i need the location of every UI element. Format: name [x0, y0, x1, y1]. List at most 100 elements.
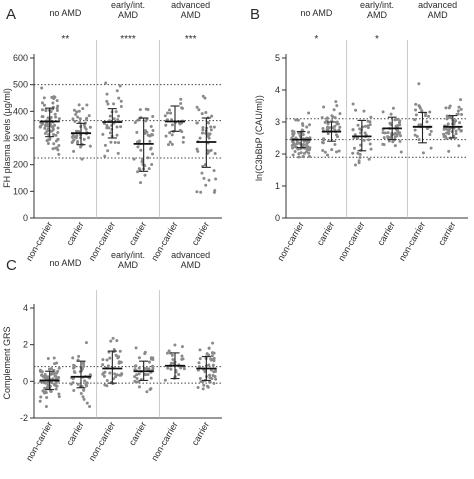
panel-a-data-point	[119, 125, 123, 129]
panel-c-data-point	[72, 366, 76, 370]
panel-c-data-point	[85, 381, 89, 385]
panel-b-x-tick-label: non-carrier	[336, 220, 366, 263]
panel-c-data-point	[82, 361, 86, 365]
panel-a-data-point	[116, 114, 120, 118]
panel-a-data-point	[165, 118, 169, 122]
panel-c-data-point	[212, 351, 216, 355]
panel-a-data-point	[88, 144, 92, 148]
panel-c-data-point	[71, 356, 75, 360]
panel-c-data-point	[46, 357, 50, 361]
panel-b-data-point	[356, 151, 360, 155]
panel-b-significance-label: *	[375, 34, 379, 45]
panel-a-data-point	[139, 181, 143, 185]
panel-b-data-point	[363, 124, 367, 128]
panel-b-data-point	[425, 127, 429, 131]
panel-c-data-point	[105, 384, 109, 388]
panel-c-data-point	[207, 346, 211, 350]
panel-b-data-point	[428, 110, 432, 114]
panel-a-data-point	[53, 112, 57, 116]
panel-b-data-point	[326, 122, 330, 126]
panel-letter-b: B	[250, 6, 260, 23]
panel-a-x-tick-label: carrier	[64, 220, 85, 247]
panel-a-significance-label: ****	[120, 34, 136, 45]
panel-a-data-point	[170, 118, 174, 122]
panel-a-data-point	[51, 101, 55, 105]
panel-c-data-point	[149, 376, 153, 380]
panel-a-data-point	[80, 157, 84, 161]
panel-a-group-label: advanced	[171, 0, 210, 10]
panel-b-data-point	[381, 110, 385, 114]
panel-c-data-point	[45, 396, 49, 400]
panel-b-data-point	[362, 109, 366, 113]
panel-a-data-point	[212, 169, 216, 173]
panel-c-data-point	[55, 361, 59, 365]
panel-a-data-point	[113, 141, 117, 145]
panel-a-data-point	[168, 108, 172, 112]
panel-a-data-point	[166, 143, 170, 147]
panel-c-data-point	[44, 405, 48, 409]
panel-c-data-point	[137, 372, 141, 376]
panel-b-data-point	[291, 153, 295, 157]
panel-b-data-point	[447, 129, 451, 133]
panel-c-data-point	[101, 363, 105, 367]
panel-c-data-point	[41, 389, 45, 393]
panel-a-data-point	[72, 108, 76, 112]
panel-a-data-point	[106, 149, 110, 153]
panel-b-data-point	[388, 121, 392, 125]
panel-b-data-point	[414, 113, 418, 117]
panel-b-data-point	[307, 130, 311, 134]
panel-c-group-label: AMD	[118, 260, 139, 270]
panel-b-data-point	[301, 155, 305, 159]
panel-b-data-point	[395, 124, 399, 128]
panel-c-data-point	[137, 356, 141, 360]
panel-b-data-point	[447, 149, 451, 153]
panel-b-data-point	[444, 106, 448, 110]
panel-a-data-point	[151, 115, 155, 119]
panel-c-data-point	[101, 358, 105, 362]
panel-a-data-point	[200, 171, 204, 175]
panel-c-data-point	[83, 379, 87, 383]
panel-c-data-point	[108, 371, 112, 375]
panel-c-data-point	[102, 374, 106, 378]
panel-c-x-tick-label: non-carrier	[149, 420, 179, 463]
panel-b-data-point	[386, 135, 390, 139]
panel-b-data-point	[308, 154, 312, 158]
panel-b-data-point	[447, 106, 451, 110]
panel-c-data-point	[212, 370, 216, 374]
panel-a-data-point	[87, 114, 91, 118]
panel-a-y-tick-label: 200	[13, 160, 28, 170]
panel-a-data-point	[166, 111, 170, 115]
panel-c-data-point	[198, 348, 202, 352]
panel-a-x-tick-label: carrier	[190, 220, 211, 247]
panel-a-group-label: AMD	[118, 10, 139, 20]
panel-b-significance-label: *	[314, 34, 318, 45]
panel-c-data-point	[143, 352, 147, 356]
panel-c-data-point	[137, 366, 141, 370]
panel-c-group-label: AMD	[181, 260, 202, 270]
panel-b-data-point	[297, 152, 301, 156]
panel-c-data-point	[119, 360, 123, 364]
panel-a-data-point	[43, 103, 47, 107]
panel-b-data-point	[323, 120, 327, 124]
panel-a-significance-label: **	[61, 34, 69, 45]
panel-a-data-point	[195, 121, 199, 125]
panel-b-data-point	[369, 115, 373, 119]
panel-a-data-point	[195, 147, 199, 151]
panel-c-data-point	[149, 387, 153, 391]
panel-c-data-point	[146, 372, 150, 376]
panel-b-data-point	[429, 129, 433, 133]
panel-c-data-point	[105, 358, 109, 362]
panel-a-data-point	[87, 136, 91, 140]
panel-c-data-point	[102, 371, 106, 375]
panel-b-data-point	[442, 127, 446, 131]
panel-b-y-tick-label: 1	[275, 181, 280, 191]
panel-a-data-point	[105, 99, 109, 103]
panel-c-data-point	[182, 367, 186, 371]
panel-b-data-point	[368, 123, 372, 127]
panel-a-data-point	[204, 183, 208, 187]
panel-c-data-point	[69, 382, 73, 386]
panel-b-data-point	[305, 150, 309, 154]
panel-b-data-point	[460, 112, 464, 116]
panel-b-data-point	[418, 123, 422, 127]
panel-b-data-point	[305, 125, 309, 129]
